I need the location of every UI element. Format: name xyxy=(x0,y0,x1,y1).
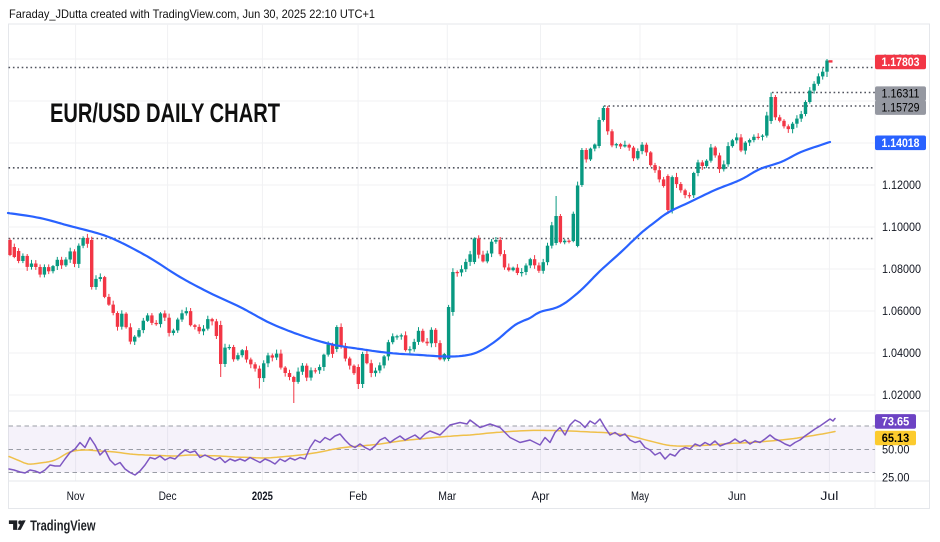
svg-text:Jun: Jun xyxy=(728,491,746,503)
svg-text:25.00: 25.00 xyxy=(882,471,910,485)
svg-text:73.65: 73.65 xyxy=(882,414,910,428)
svg-text:1.14018: 1.14018 xyxy=(882,136,920,150)
svg-text:Mar: Mar xyxy=(438,491,456,503)
svg-text:2025: 2025 xyxy=(252,491,273,503)
svg-text:1.16311: 1.16311 xyxy=(882,87,920,101)
svg-text:Nov: Nov xyxy=(67,491,85,503)
svg-text:65.13: 65.13 xyxy=(882,431,910,445)
svg-text:TradingView: TradingView xyxy=(30,518,96,534)
svg-text:Dec: Dec xyxy=(159,491,177,503)
svg-text:EUR/USD DAILY CHART: EUR/USD DAILY CHART xyxy=(50,98,280,128)
svg-text:1.10000: 1.10000 xyxy=(882,220,921,234)
svg-text:Apr: Apr xyxy=(532,491,550,503)
svg-text:Faraday_JDutta created with Tr: Faraday_JDutta created with TradingView.… xyxy=(9,7,375,21)
svg-text:1.06000: 1.06000 xyxy=(882,304,921,318)
svg-text:Feb: Feb xyxy=(349,491,367,503)
svg-text:May: May xyxy=(631,491,649,503)
svg-text:1.02000: 1.02000 xyxy=(882,388,921,402)
svg-text:1.17803: 1.17803 xyxy=(882,55,920,69)
svg-text:1.12000: 1.12000 xyxy=(882,178,921,192)
svg-text:1.08000: 1.08000 xyxy=(882,262,921,276)
svg-text:Jul: Jul xyxy=(820,491,838,503)
svg-text:50.00: 50.00 xyxy=(882,443,910,457)
svg-text:1.15729: 1.15729 xyxy=(882,101,920,115)
svg-text:1.04000: 1.04000 xyxy=(882,346,921,360)
